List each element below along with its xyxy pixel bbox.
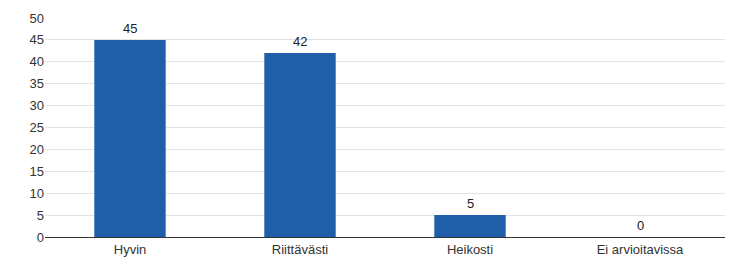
svg-text:25: 25 — [30, 120, 44, 135]
svg-text:0: 0 — [637, 218, 644, 233]
svg-text:Heikosti: Heikosti — [447, 242, 493, 257]
svg-text:Ei arvioitavissa: Ei arvioitavissa — [597, 242, 684, 257]
svg-text:45: 45 — [30, 32, 44, 47]
svg-text:45: 45 — [123, 21, 137, 36]
svg-text:5: 5 — [467, 196, 474, 211]
svg-text:10: 10 — [30, 186, 44, 201]
svg-text:0: 0 — [37, 230, 44, 245]
svg-text:42: 42 — [293, 34, 307, 49]
svg-text:20: 20 — [30, 142, 44, 157]
svg-text:30: 30 — [30, 98, 44, 113]
svg-text:35: 35 — [30, 76, 44, 91]
svg-text:15: 15 — [30, 164, 44, 179]
svg-text:Hyvin: Hyvin — [114, 242, 147, 257]
svg-text:Riittävästi: Riittävästi — [272, 242, 328, 257]
svg-text:40: 40 — [30, 54, 44, 69]
svg-text:5: 5 — [37, 208, 44, 223]
svg-text:50: 50 — [30, 11, 44, 26]
